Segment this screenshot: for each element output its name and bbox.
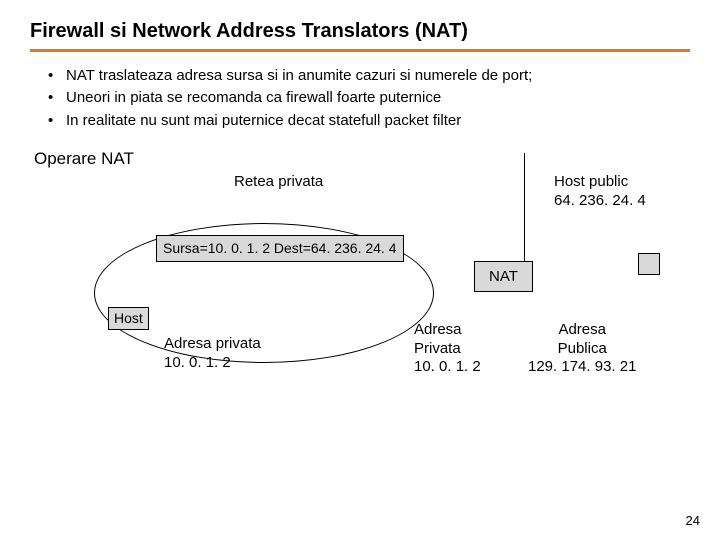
slide: Firewall si Network Address Translators … [0, 0, 720, 540]
label-host-public: Host public 64. 236. 24. 4 [554, 173, 646, 211]
label-retea-privata: Retea privata [234, 173, 323, 192]
section-subtitle: Operare NAT [34, 149, 690, 169]
host-box: Host [108, 307, 149, 331]
nat-box: NAT [474, 261, 533, 292]
nat-diagram: Retea privata Host public 64. 236. 24. 4… [34, 173, 694, 423]
page-number: 24 [686, 513, 700, 528]
label-adresa-publica: Adresa Publica 129. 174. 93. 21 [528, 321, 636, 377]
bullet-list: NAT traslateaza adresa sursa si in anumi… [42, 66, 690, 131]
public-host-box [638, 253, 660, 275]
packet-box: Sursa=10. 0. 1. 2 Dest=64. 236. 24. 4 [156, 235, 404, 263]
boundary-line [524, 153, 525, 275]
slide-title: Firewall si Network Address Translators … [30, 20, 690, 43]
bullet-item: Uneori in piata se recomanda ca firewall… [42, 88, 690, 108]
label-adresa-privata-left: Adresa privata 10. 0. 1. 2 [164, 335, 261, 373]
label-adresa-privata-mid: Adresa Privata 10. 0. 1. 2 [414, 321, 481, 377]
bullet-item: NAT traslateaza adresa sursa si in anumi… [42, 66, 690, 86]
bullet-item: In realitate nu sunt mai puternice decat… [42, 111, 690, 131]
title-rule [30, 49, 690, 52]
